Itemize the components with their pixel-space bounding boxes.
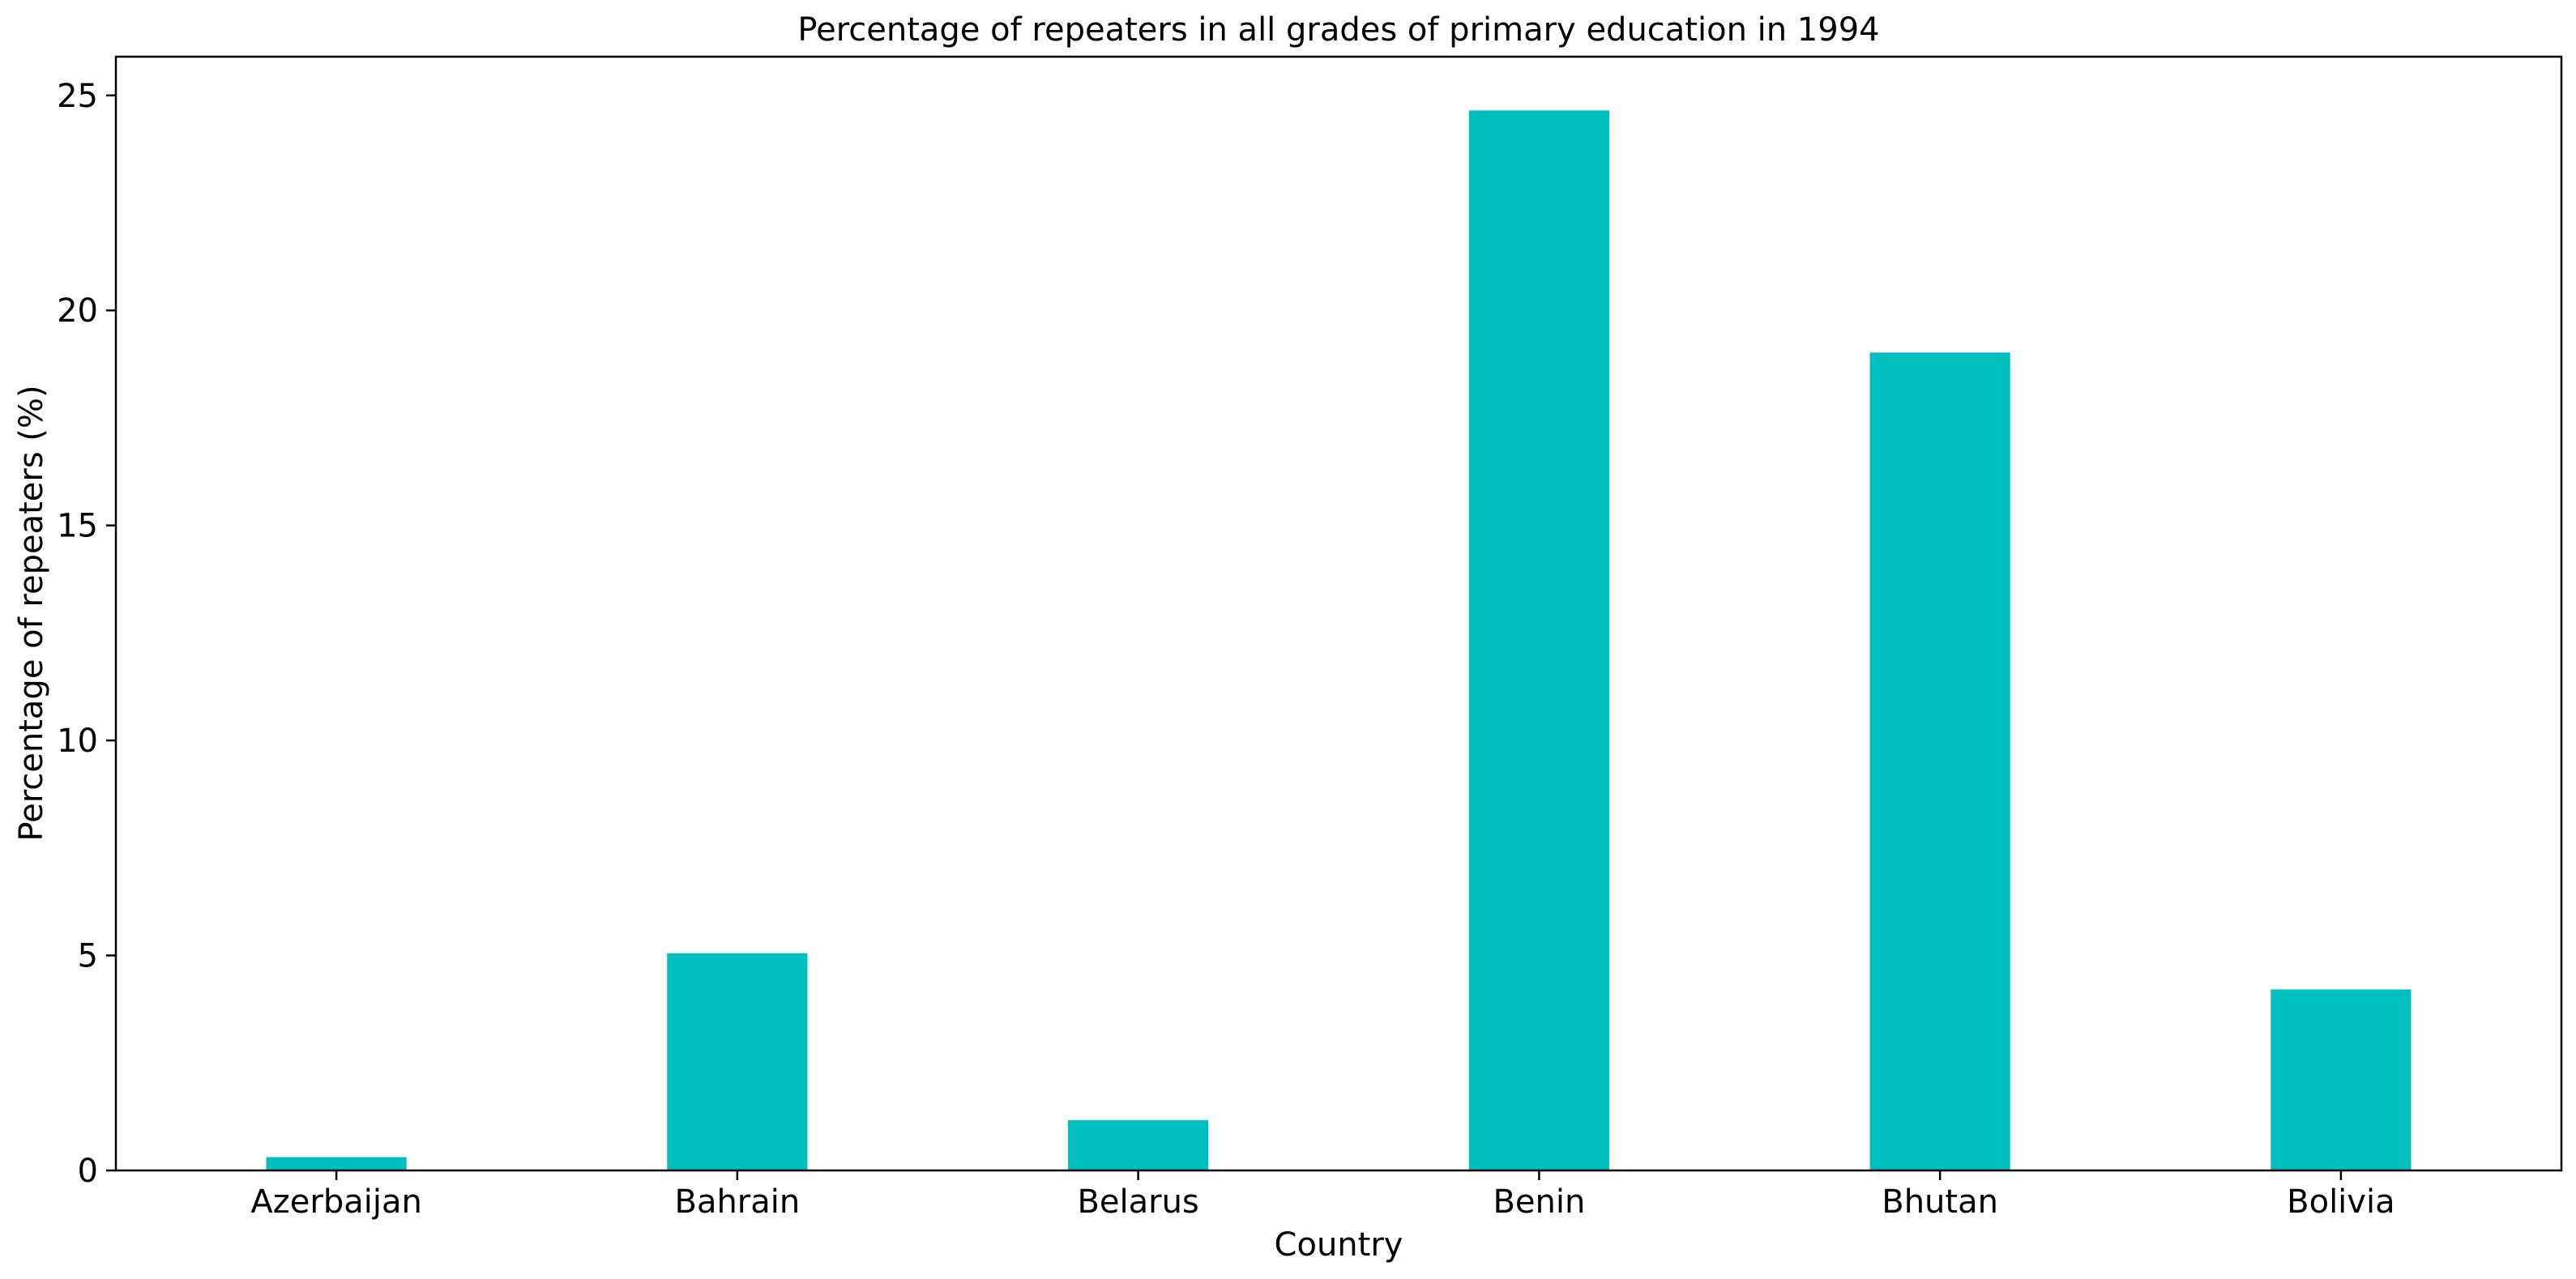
bar-benin bbox=[1468, 110, 1609, 1171]
x-tick-label: Belarus bbox=[1077, 1183, 1198, 1221]
y-tick-label: 25 bbox=[57, 78, 98, 115]
x-tick-label: Bhutan bbox=[1882, 1183, 1998, 1221]
x-axis-label: Country bbox=[1275, 1226, 1403, 1264]
y-tick-label: 10 bbox=[57, 723, 98, 760]
bar-belarus bbox=[1068, 1119, 1209, 1170]
y-tick-label: 15 bbox=[57, 508, 98, 545]
x-tick-label: Bolivia bbox=[2287, 1183, 2394, 1221]
y-axis-label: Percentage of repeaters (%) bbox=[13, 385, 50, 841]
y-tick-label: 0 bbox=[78, 1153, 98, 1190]
x-tick-label: Bahrain bbox=[675, 1183, 801, 1221]
bar-bhutan bbox=[1869, 352, 2010, 1170]
y-tick-label: 5 bbox=[78, 938, 98, 975]
bars-layer bbox=[266, 110, 2412, 1171]
bar-bahrain bbox=[667, 953, 808, 1170]
x-tick-label: Azerbaijan bbox=[250, 1183, 421, 1221]
plot-frame bbox=[114, 55, 2563, 1172]
x-axis: Azerbaijan Bahrain Belarus Benin Bhutan Boliv… bbox=[250, 1170, 2395, 1221]
bar-azerbaijan bbox=[266, 1157, 407, 1170]
bar-bolivia bbox=[2271, 989, 2412, 1170]
chart-title: Percentage of repeaters in all grades of… bbox=[797, 11, 1879, 49]
y-tick-label: 20 bbox=[57, 292, 98, 330]
x-tick-label: Benin bbox=[1493, 1183, 1585, 1221]
y-axis: 0 5 10 15 20 25 bbox=[57, 78, 116, 1190]
